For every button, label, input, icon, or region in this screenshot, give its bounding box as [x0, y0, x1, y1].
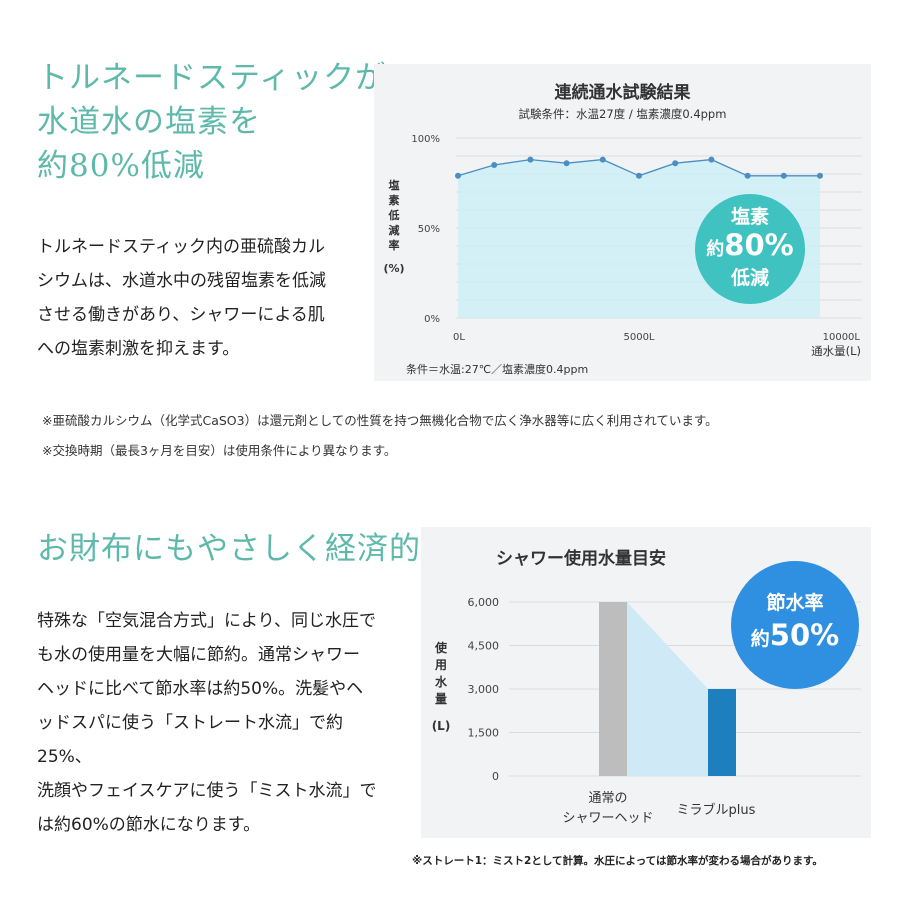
heading-line: トルネードスティックが [37, 60, 388, 96]
body-line: させる働きがあり、シャワーによる肌 [37, 305, 325, 325]
body-line: 特殊な「空気混合方式」により、同じ水圧で [37, 611, 376, 631]
bar [599, 602, 627, 776]
data-point [636, 172, 642, 179]
data-point [491, 162, 498, 168]
heading-line: 約80%低減 [37, 148, 205, 184]
chart2-svg: 6,000 4,500 3,000 1,500 0 [468, 596, 861, 783]
y-tick-label: 50% [418, 224, 440, 235]
bar [708, 689, 736, 776]
ylabel-char: 塩 [388, 179, 400, 192]
ylabel-char: 素 [388, 194, 400, 207]
badge-value: 50% [769, 618, 840, 652]
data-point [527, 156, 534, 163]
body-line: トルネードスティック内の亜硫酸カル [37, 237, 325, 257]
section1-note-1: ※亜硫酸カルシウム（化学式CaSO3）は還元剤としての性質を持つ無機化合物で広く… [42, 413, 718, 428]
data-point [563, 160, 570, 167]
section2-body: 特殊な「空気混合方式」により、同じ水圧で も水の使用量を大幅に節約。通常シャワー… [37, 604, 382, 842]
body-line: シウムは、水道水中の残留塩素を低減 [37, 271, 326, 291]
badge-value: 80% [724, 228, 794, 262]
y-tick-label: 0 [492, 770, 499, 783]
section1-heading: トルネードスティックが 水道水の塩素を 約80%低減 [37, 56, 387, 188]
ylabel-char: 使 [434, 641, 447, 655]
heading-line: 水道水の塩素を [37, 104, 261, 140]
chart2-saving-shade [627, 602, 708, 776]
section1-body: トルネードスティック内の亜硫酸カル シウムは、水道水中の残留塩素を低減 させる働… [37, 230, 367, 366]
data-point [708, 156, 715, 163]
section2-heading: お財布にもやさしく経済的 [37, 531, 421, 567]
data-point [672, 160, 679, 167]
body-line: も水の使用量を大幅に節約。通常シャワー [37, 645, 360, 665]
ylabel-unit: (L) [431, 719, 451, 733]
badge-prefix: 約 [750, 628, 770, 650]
ylabel-char: 減 [388, 224, 400, 237]
y-tick-label: 1,500 [468, 727, 500, 740]
ylabel-unit: (%) [383, 262, 405, 275]
ylabel-char: 量 [434, 692, 447, 706]
chart2-category-1: 通常の シャワーヘッド [553, 789, 663, 829]
category-line: シャワーヘッド [562, 811, 654, 826]
section2-note: ※ストレート1：ミスト2として計算。水圧によっては節水率が変わる場合があります。 [412, 855, 823, 867]
badge-line2: 約80% [695, 228, 805, 267]
ylabel-char: 低 [388, 209, 400, 222]
data-point [817, 172, 823, 179]
body-line: ヘッドに比べて節水率は約50%。洗髪やヘ [37, 679, 364, 699]
chart2-ylabel: 使 用 水 量 (L) [429, 640, 453, 735]
chart1-subtitle: 試験条件：水温27度 / 塩素濃度0.4ppm [518, 107, 727, 121]
y-tick-label: 3,000 [468, 683, 500, 696]
y-tick-label: 100% [411, 134, 440, 145]
y-tick-label: 4,500 [468, 640, 500, 653]
category-line: 通常の [588, 791, 628, 806]
chart2-category-2: ミラブルplus [676, 803, 756, 818]
badge-prefix: 約 [706, 239, 725, 260]
chart2-title: シャワー使用水量目安 [496, 549, 666, 569]
section1-note-2: ※交換時期（最長3ヶ月を目安）は使用条件により異なります。 [42, 443, 397, 458]
badge-line1: 節水率 [766, 592, 824, 614]
badge-line3: 低減 [730, 267, 769, 289]
ylabel-char: 率 [388, 239, 400, 252]
chart1-title: 連続通水試験結果 [554, 83, 691, 103]
y-tick-label: 0% [424, 314, 440, 325]
chlorine-reduction-badge: 塩素 約80% 低減 [695, 194, 805, 304]
ylabel-char: 用 [434, 658, 447, 672]
data-point [599, 156, 606, 163]
body-line: 洗顔やフェイスケアに使う「ミスト水流」で [37, 781, 377, 801]
chart1-footnote: 条件＝水温:27℃／塩素濃度0.4ppm [406, 363, 589, 376]
data-point [780, 172, 787, 179]
ylabel-char: 水 [434, 675, 447, 689]
body-line: は約60%の節水になります。 [37, 815, 261, 835]
chart1-panel: 連続通水試験結果 試験条件：水温27度 / 塩素濃度0.4ppm 塩 素 低 減… [374, 64, 871, 381]
badge-line1: 塩素 [730, 206, 769, 228]
data-point [744, 172, 751, 179]
y-tick-label: 6,000 [468, 596, 500, 609]
chart1-ylabel: 塩 素 低 減 率 (%) [382, 178, 406, 276]
x-tick-label: 0L [453, 332, 465, 343]
body-line: への塩素刺激を抑えます。 [37, 339, 240, 359]
chart1-x-unit: 通水量(L) [811, 344, 861, 358]
chart2-panel: シャワー使用水量目安 使 用 水 量 (L) 6,000 4,500 3,000 1,… [421, 527, 871, 838]
x-tick-label: 10000L [823, 332, 861, 343]
body-line: ッドスパに使う「ストレート水流」で約25%、 [37, 713, 343, 767]
badge-line2: 約50% [731, 615, 859, 660]
x-tick-label: 5000L [623, 332, 654, 343]
data-point [455, 172, 461, 179]
water-saving-badge: 節水率 約50% [731, 561, 859, 689]
